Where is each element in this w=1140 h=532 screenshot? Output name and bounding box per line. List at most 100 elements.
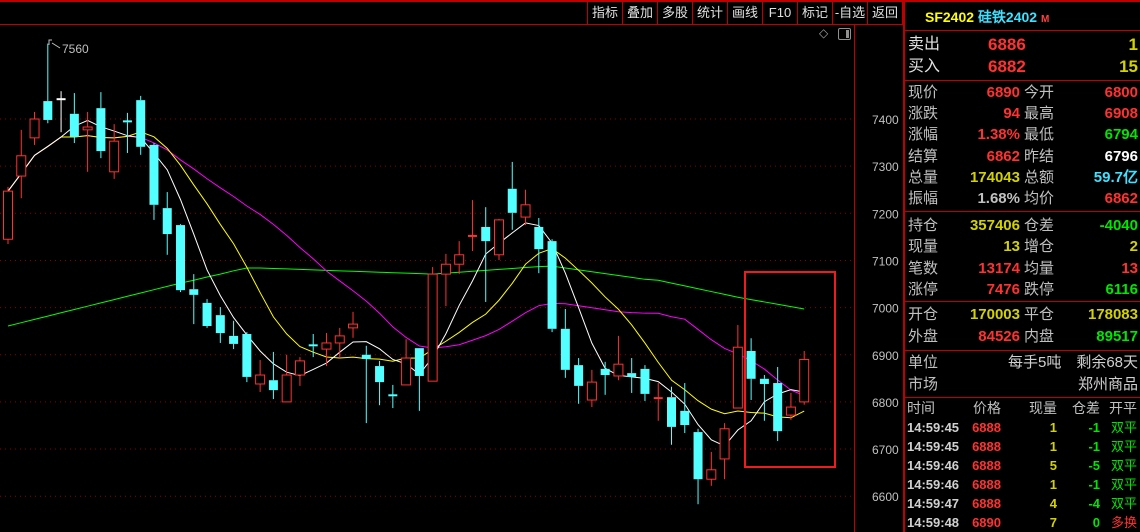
- candle-body: [29, 118, 40, 139]
- quote-value: 357406: [969, 217, 1020, 234]
- candle-body: [215, 315, 225, 334]
- candle-body: [613, 363, 624, 377]
- quote-label: 现价: [908, 84, 939, 101]
- quote-label: 最低: [1024, 126, 1055, 143]
- tick-type: 双平: [1110, 496, 1137, 511]
- market-label: 市场: [908, 376, 939, 393]
- candle-body: [43, 101, 53, 120]
- quote-value: 6116: [1105, 281, 1138, 298]
- quote-value: 6862: [986, 148, 1020, 165]
- divider: [905, 350, 1140, 351]
- candle-body: [520, 204, 531, 218]
- toolbar-button-0[interactable]: 指标: [588, 2, 623, 24]
- quote-row: 振幅 1.68% 均价 6862: [908, 188, 1138, 209]
- tick-time: 14:59:46: [907, 477, 960, 492]
- toolbar-button-5[interactable]: F10: [763, 2, 798, 24]
- market-badge: M: [1040, 14, 1050, 25]
- candle-body: [759, 378, 769, 384]
- quote-label: 总额: [1024, 169, 1055, 186]
- tick-column-header: 开平: [1109, 400, 1137, 416]
- tick-row: 14:59:47 6888 4 -4 双平: [907, 494, 1139, 513]
- instrument-title: SF2402 硅铁2402 M: [925, 7, 1049, 27]
- candle-body: [706, 469, 717, 480]
- tick-time: 14:59:47: [907, 496, 960, 511]
- price-axis-divider: [854, 25, 855, 532]
- candle-body: [586, 381, 597, 401]
- candle-body: [69, 113, 79, 137]
- toolbar-button-7[interactable]: -自选: [833, 2, 868, 24]
- toolbar-button-8[interactable]: 返回: [868, 2, 903, 24]
- tick-volume: 1: [1049, 477, 1057, 492]
- tick-price: 6888: [972, 458, 1001, 473]
- tick-time: 14:59:48: [907, 515, 960, 530]
- quote-row: 现价 6890 今开 6800: [908, 82, 1138, 103]
- quote-label: 持仓: [908, 217, 939, 234]
- quote-label: 外盘: [908, 328, 939, 345]
- tick-column-header: 时间: [907, 400, 935, 416]
- diamond-icon[interactable]: ◇: [819, 26, 829, 40]
- quote-label: 现量: [908, 238, 939, 255]
- top-border: [0, 0, 1140, 2]
- quote-row: 持仓 357406 仓差 -4040: [908, 215, 1138, 236]
- quote-value: -4040: [1099, 217, 1138, 234]
- candle-body: [294, 360, 305, 376]
- tick-price: 6888: [972, 477, 1001, 492]
- candle-body: [507, 188, 517, 213]
- remaining-days: 剩余68天: [1076, 354, 1138, 371]
- candlestick-chart[interactable]: 7400 7300 7200 7100 7000 6900 6800 6700 6600 7560: [0, 0, 903, 532]
- toggle-panel-icon[interactable]: [838, 28, 851, 40]
- ask-row: 卖出 6886 1: [908, 34, 1138, 56]
- toolbar-button-3[interactable]: 统计: [693, 2, 728, 24]
- quote-value: 178083: [1087, 306, 1138, 323]
- toolbar-button-2[interactable]: 多股: [658, 2, 693, 24]
- quote-row: 现量 13 增仓 2: [908, 236, 1138, 257]
- candle-body: [547, 241, 557, 329]
- quote-label: 今开: [1024, 84, 1055, 101]
- tick-oi-change: 0: [1092, 515, 1100, 530]
- tick-header: 时间 价格 现量 仓差 开平: [907, 399, 1139, 418]
- candle-body: [189, 289, 199, 295]
- high-marker-flag-icon: [48, 39, 61, 49]
- candle-body: [574, 365, 584, 386]
- toolbar-button-4[interactable]: 画线: [728, 2, 763, 24]
- quote-label: 增仓: [1024, 238, 1055, 255]
- candle-body: [202, 302, 212, 326]
- quote-label: 内盘: [1024, 328, 1055, 345]
- quote-label: 最高: [1024, 105, 1055, 122]
- quote-label: 跌停: [1024, 281, 1055, 298]
- high-marker-label: 7560: [62, 42, 89, 56]
- quote-panel: SF2402 硅铁2402 M 卖出 6886 1 买入 6882 15 现价 6…: [903, 2, 1140, 532]
- quote-label: 涨停: [908, 281, 939, 298]
- ask-label: 卖出: [908, 36, 941, 53]
- tick-type: 多换: [1110, 515, 1137, 530]
- quote-label: 平仓: [1024, 306, 1055, 323]
- toolbar-button-6[interactable]: 标记: [798, 2, 833, 24]
- highlight-box: [744, 271, 836, 468]
- market-value: 郑州商品: [1077, 376, 1138, 393]
- quote-value: 2: [1129, 238, 1138, 255]
- quote-label: 均价: [1024, 190, 1055, 207]
- tick-row: 14:59:46 6888 5 -5 双平: [907, 456, 1139, 475]
- tick-time: 14:59:45: [907, 420, 960, 435]
- divider: [905, 211, 1140, 212]
- candle-body: [785, 406, 796, 416]
- quote-value: 1.38%: [977, 126, 1020, 143]
- candle-body: [82, 126, 93, 131]
- market-row: 市场 郑州商品: [908, 374, 1138, 395]
- candle-body: [401, 357, 412, 386]
- tick-time: 14:59:46: [907, 458, 960, 473]
- tick-type: 双平: [1110, 477, 1137, 492]
- quote-label: 均量: [1024, 260, 1055, 277]
- tick-price: 6888: [972, 496, 1001, 511]
- bid-price: 6882: [988, 57, 1026, 76]
- tick-column-header: 现量: [1029, 400, 1057, 416]
- quote-label: 振幅: [908, 190, 939, 207]
- y-tick-label: 7100: [872, 254, 899, 268]
- tick-volume: 4: [1049, 496, 1057, 511]
- tick-price: 6890: [972, 515, 1001, 530]
- bid-qty: 15: [1119, 57, 1138, 76]
- candle-body: [242, 334, 252, 377]
- y-tick-label: 6700: [872, 443, 899, 457]
- tick-time: 14:59:45: [907, 439, 960, 454]
- toolbar-button-1[interactable]: 叠加: [623, 2, 658, 24]
